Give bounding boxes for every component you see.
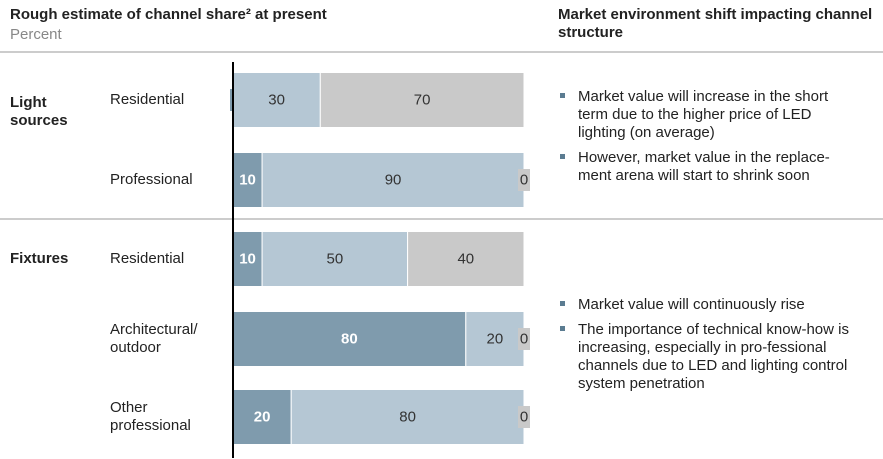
category-label: Other professional [110,399,191,434]
value-label: 50 [327,251,344,268]
bar-segment [232,389,292,445]
bar-segment [261,231,409,287]
bar-segment [319,72,525,128]
bar-segment [465,311,525,367]
bullet: However, market value in the replace-men… [556,149,861,185]
category-label: Residential [110,250,185,267]
bar-segment [232,72,321,128]
value-label: 0 [520,172,528,189]
bar-segment [518,169,530,191]
bullet: Market value will continuously rise [556,296,861,314]
bar-segment [518,406,530,428]
bullet: Market value will increase in the short … [556,88,861,142]
bullet-list: Market value will continuously rise The i… [556,296,861,400]
value-label: 20 [254,409,271,426]
bullet: The importance of technical know-how is … [556,321,861,393]
bar-segment [518,328,530,350]
value-label: 80 [399,409,416,426]
bullet-list: Market value will increase in the short … [556,88,861,192]
value-label: 40 [457,251,474,268]
category-label: Residential [110,91,185,108]
right-title: Market environment shift impacting chann… [558,6,873,41]
value-label: 10 [239,251,256,268]
value-label: 10 [239,172,256,189]
value-label: 0 [520,331,528,348]
bar-segment [261,152,525,208]
bar-segment [407,231,525,287]
value-label: 0 [520,409,528,426]
value-label: 20 [487,331,504,348]
value-label: 30 [268,92,285,109]
value-label: 80 [341,331,358,348]
group-label: Light sources [10,94,68,129]
category-label: Architectural/ outdoor [110,321,198,356]
bar-segment [232,311,467,367]
chart-subtitle: Percent [10,26,62,43]
bar-segment [290,389,525,445]
bar-segment [232,152,263,208]
value-label: 90 [385,172,402,189]
group-label: Fixtures [10,250,69,267]
category-label: Professional [110,171,193,188]
value-label: 70 [414,92,431,109]
chart-title: Rough estimate of channel share² at pres… [10,6,327,23]
